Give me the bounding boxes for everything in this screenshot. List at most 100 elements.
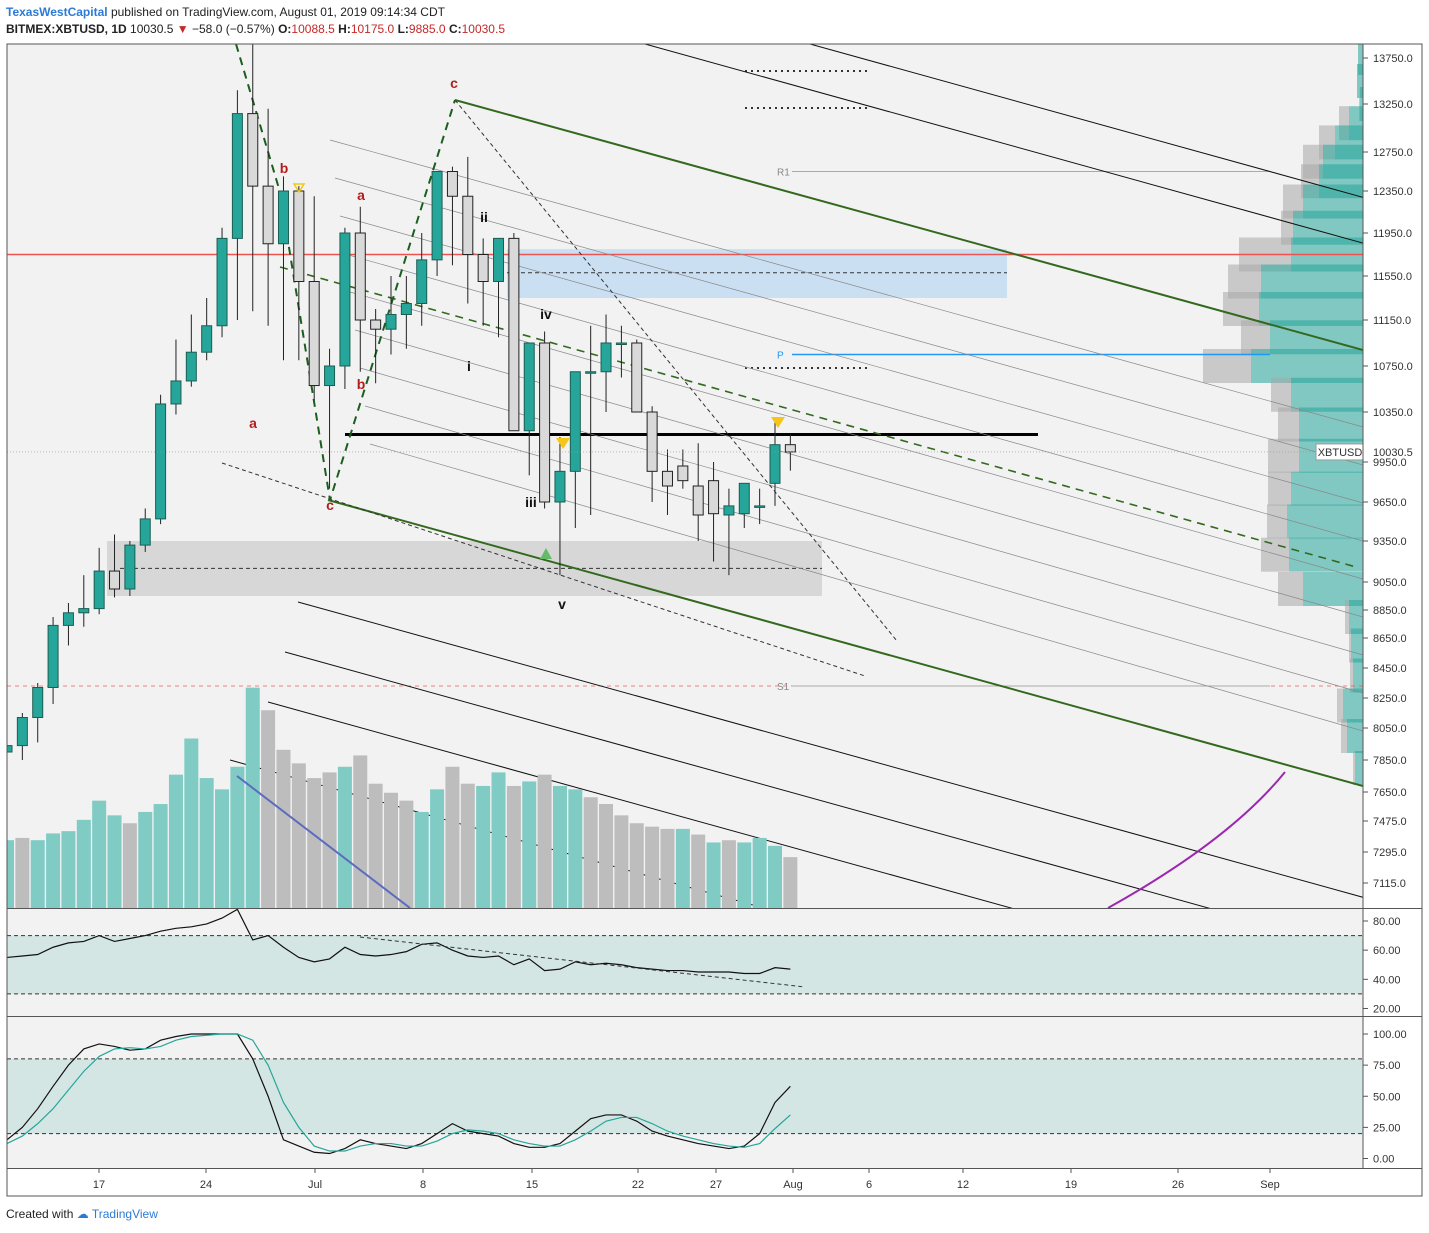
wave-label-black: ii (480, 209, 488, 225)
volume-bar (599, 804, 614, 908)
volume-profile-bar-outer (1268, 438, 1299, 473)
candle-body (370, 319, 382, 330)
price-tick-label: 10750.0 (1373, 361, 1413, 373)
volume-profile-bar-inner (1287, 504, 1363, 539)
candle-body (62, 612, 74, 626)
wave-label-red: b (357, 376, 366, 392)
price-tick-label: 9650.0 (1373, 497, 1407, 509)
volume-bar (261, 710, 276, 908)
price-tick-label: 7115.0 (1373, 878, 1406, 890)
rsi-line (7, 909, 791, 975)
candle-body (78, 608, 90, 614)
volume-bar (629, 823, 644, 908)
candle-body (754, 505, 766, 508)
triangle-down-icon (292, 183, 306, 194)
volume-profile-bar-outer (1283, 184, 1303, 219)
volume-bar (430, 789, 445, 908)
volume-bar (368, 783, 383, 908)
volume-profile-bar-inner (1291, 471, 1363, 506)
price-tick-label: 10350.0 (1373, 407, 1413, 419)
time-tick-label: Jul (308, 1179, 322, 1191)
price-tick-label: 9950.0 (1373, 457, 1407, 469)
volume-bar (15, 837, 30, 908)
volume-bar (168, 774, 183, 908)
candle-body (631, 342, 643, 413)
candle-body (124, 544, 136, 590)
wave-label-red: a (357, 187, 365, 203)
candle-body (554, 470, 566, 503)
time-tick-label: 6 (866, 1179, 872, 1191)
candle-body (354, 232, 366, 321)
volume-profile-bar-outer (1261, 537, 1289, 572)
volume-bar (476, 785, 491, 908)
parallel-gray-line (369, 443, 1363, 732)
tradingview-brand[interactable]: TradingView (91, 1207, 158, 1221)
candle-body (462, 195, 474, 255)
time-tick-label: Sep (1260, 1179, 1280, 1191)
volume-bar (522, 781, 537, 908)
channel-midline-dashed (279, 266, 1357, 568)
candle-body (769, 444, 781, 484)
time-tick-label: 8 (420, 1179, 426, 1191)
volume-bar (691, 834, 706, 908)
author-name[interactable]: TexasWestCapital (6, 5, 108, 19)
volume-profile-bar-inner (1343, 688, 1363, 723)
price-tick-label: 7650.0 (1373, 787, 1407, 799)
candle-body (247, 113, 259, 187)
volume-profile-bar-inner (1355, 751, 1363, 785)
candle-body (523, 342, 535, 432)
volume-bar (92, 800, 107, 908)
time-tick-label: 22 (632, 1179, 644, 1191)
symbol-label[interactable]: BITMEX:XBTUSD, 1D (6, 22, 127, 36)
price-tick-label: 13250.0 (1373, 99, 1413, 111)
rsi-divergence-line (359, 936, 806, 988)
volume-bar (506, 785, 521, 908)
candle-body (539, 342, 551, 503)
candle-body (708, 480, 720, 515)
volume-bar (706, 842, 721, 908)
candle-body (170, 380, 182, 405)
price-tick-label: 11550.0 (1373, 271, 1412, 283)
candle-body (615, 342, 627, 345)
volume-profile-bar-outer (1341, 719, 1347, 753)
volume-profile-bar-outer (1337, 688, 1343, 723)
volume-bar (215, 789, 230, 908)
volume-bar (230, 766, 245, 908)
candle-body (47, 624, 59, 689)
volume-bar (399, 800, 414, 908)
pivot-p-label: P (777, 351, 784, 362)
parallel-black-line (284, 651, 1211, 908)
volume-bar (460, 783, 475, 908)
close-label: C: (448, 22, 462, 36)
parallel-black-line (297, 601, 1363, 898)
wave-label-black: iii (525, 494, 537, 510)
time-tick-label: 24 (200, 1179, 212, 1191)
volume-profile-bar-outer (1278, 572, 1303, 606)
open-value: 10088.5 (291, 22, 335, 36)
time-tick-label: 15 (526, 1179, 538, 1191)
high-value: 10175.0 (350, 22, 395, 36)
volume-profile-bar-outer (1350, 658, 1353, 693)
footer: Created with ☁ TradingView (6, 1207, 158, 1221)
triangle-down-icon (556, 438, 570, 449)
candle-body (431, 171, 443, 261)
volume-profile-bar-outer (1353, 751, 1355, 785)
volume-profile-bar-outer (1271, 377, 1291, 412)
candle-body (155, 403, 167, 520)
low-label: L: (397, 22, 409, 36)
candle-body (216, 237, 228, 327)
change-value: −58.0 (−0.57%) (192, 22, 275, 36)
published-text: published on TradingView.com, August 01,… (110, 5, 445, 19)
volume-bar (30, 840, 45, 908)
last-value: 10030.5 (130, 22, 174, 36)
down-arrow-icon: ▼ (176, 22, 189, 36)
rsi-tick-label: 40.00 (1373, 974, 1401, 986)
wave-label-red: b (280, 160, 289, 176)
candle-body (308, 281, 320, 387)
wave-label-black: iv (540, 306, 552, 322)
stoch-d-line (7, 1033, 791, 1152)
volume-profile-bar-inner (1358, 44, 1363, 75)
volume-bar (61, 831, 76, 908)
parallel-gray-line (334, 177, 1363, 466)
